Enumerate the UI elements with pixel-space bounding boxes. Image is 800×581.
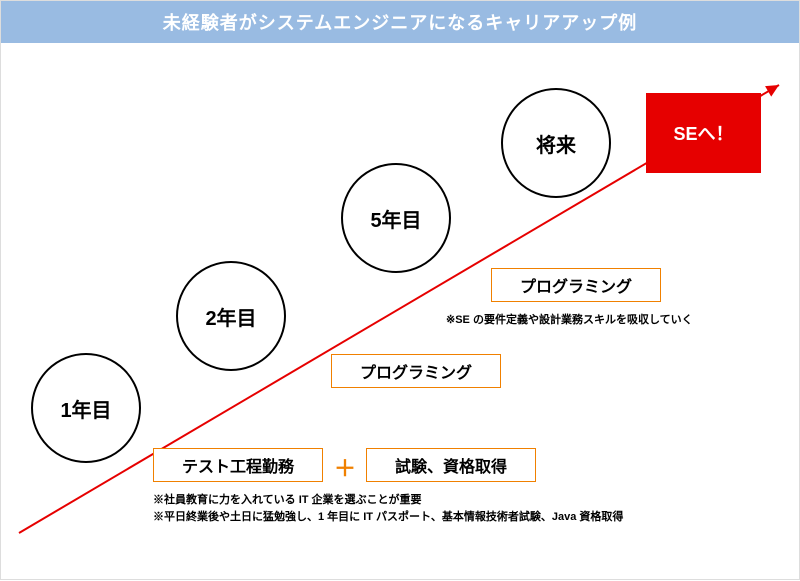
plus-icon: ＋ — [334, 451, 356, 483]
stage-box-label: プログラミング — [360, 359, 472, 383]
stage-box-year1-b: 試験、資格取得 — [366, 448, 536, 482]
goal-box-label: SEへ！ — [673, 120, 733, 146]
diagram-container: 未経験者がシステムエンジニアになるキャリアアップ例 1年目 2年目 5年目 将来 SEへ… — [0, 0, 800, 580]
note-3: ※平日終業後や土日に猛勉強し、1 年目に IT パスポート、基本情報技術者試験、… — [153, 508, 623, 524]
milestone-circle-2: 2年目 — [176, 261, 286, 371]
header-bar: 未経験者がシステムエンジニアになるキャリアアップ例 — [1, 1, 799, 43]
milestone-circle-1: 1年目 — [31, 353, 141, 463]
stage-box-label: テスト工程勤務 — [182, 453, 294, 477]
goal-box: SEへ！ — [646, 93, 761, 173]
note-1: ※SE の要件定義や設計業務スキルを吸収していく — [446, 311, 693, 327]
milestone-circle-label: 5年目 — [370, 204, 421, 233]
stage-box-year1-a: テスト工程勤務 — [153, 448, 323, 482]
milestone-circle-label: 1年目 — [60, 394, 111, 423]
milestone-circle-label: 将来 — [536, 129, 576, 158]
stage-box-year5: プログラミング — [491, 268, 661, 302]
stage-box-label: プログラミング — [520, 273, 632, 297]
stage-box-label: 試験、資格取得 — [395, 453, 507, 477]
milestone-circle-4: 将来 — [501, 88, 611, 198]
stage-box-year2: プログラミング — [331, 354, 501, 388]
note-2: ※社員教育に力を入れている IT 企業を選ぶことが重要 — [153, 491, 422, 507]
milestone-circle-3: 5年目 — [341, 163, 451, 273]
diagram-area: 1年目2年目5年目将来SEへ！テスト工程勤務試験、資格取得プログラミングプログラ… — [1, 43, 800, 581]
milestone-circle-label: 2年目 — [205, 302, 256, 331]
header-title: 未経験者がシステムエンジニアになるキャリアアップ例 — [163, 9, 637, 35]
